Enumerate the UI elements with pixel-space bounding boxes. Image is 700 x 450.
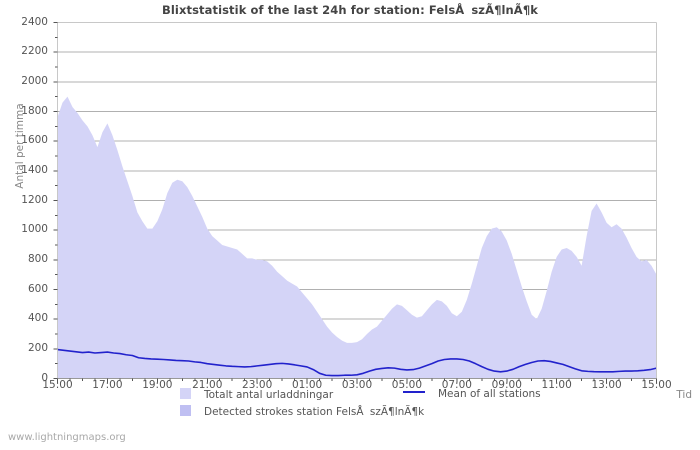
chart-title: Blixtstatistik of the last 24h for stati… — [162, 3, 538, 17]
y-tick-label: 1200 — [21, 193, 48, 206]
y-tick-label: 200 — [27, 341, 48, 354]
y-tick-label: 1800 — [21, 104, 48, 117]
x-tick-label: 21:00 — [192, 379, 223, 391]
y-tick-label: 400 — [27, 312, 48, 325]
y-tick-label: 2400 — [21, 15, 48, 28]
x-tick-label: 23:00 — [242, 379, 273, 391]
y-tick-label: 2000 — [21, 74, 48, 87]
legend-swatch-mean — [403, 391, 425, 393]
y-tick-label: 1600 — [21, 134, 48, 147]
x-axis-label: Tid — [676, 389, 692, 401]
legend-label-station: Detected strokes station FelsÅszÃ¶lnÃ¶k — [204, 406, 425, 418]
x-tick-label: 17:00 — [92, 379, 123, 391]
x-tick-label: 19:00 — [142, 379, 173, 391]
x-tick-label: 01:00 — [291, 379, 323, 391]
chart-legend: Totalt antal urladdningar Mean of all st… — [0, 388, 700, 424]
y-tick-label: 1400 — [21, 163, 48, 176]
x-tick-label: 15:00 — [641, 379, 672, 391]
x-tick-label: 03:00 — [341, 379, 373, 391]
x-tick-label: 15:00 — [42, 379, 73, 391]
legend-item-station[interactable]: Detected strokes station FelsÅszÃ¶lnÃ¶k — [180, 405, 424, 418]
x-tick-label: 13:00 — [591, 379, 622, 391]
legend-item-total[interactable]: Totalt antal urladdningar — [180, 388, 333, 401]
x-tick-label: 09:00 — [491, 379, 522, 391]
legend-label-total: Totalt antal urladdningar — [204, 389, 334, 401]
x-tick-label: 11:00 — [541, 379, 572, 391]
legend-swatch-station — [180, 405, 191, 416]
legend-item-mean[interactable]: Mean of all stations — [403, 388, 541, 400]
legend-swatch-total — [180, 388, 191, 399]
footer-attribution: www.lightningmaps.org — [8, 432, 126, 443]
y-tick-label: 2200 — [21, 45, 48, 58]
x-tick-label: 05:00 — [391, 379, 423, 391]
legend-label-mean: Mean of all stations — [438, 388, 541, 400]
x-tick-label: 07:00 — [441, 379, 472, 391]
y-tick-label: 1000 — [21, 223, 48, 236]
y-tick-label: 0 — [41, 371, 48, 384]
y-tick-label: 800 — [27, 252, 48, 265]
y-tick-label: 600 — [27, 282, 48, 295]
